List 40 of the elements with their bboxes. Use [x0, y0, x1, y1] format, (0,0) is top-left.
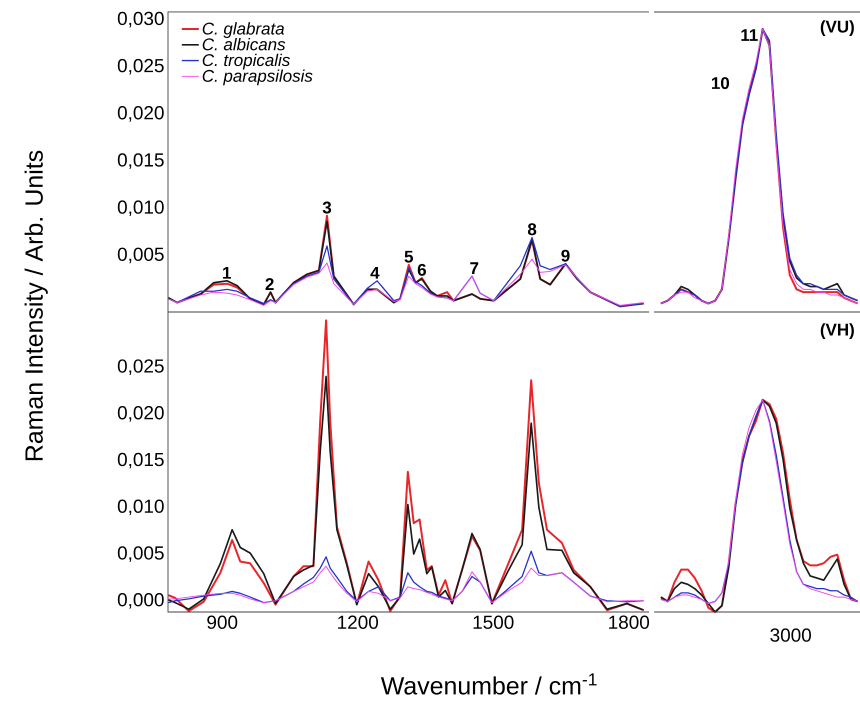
annotation: 6 [418, 264, 426, 276]
y-tick-label: 0,000 [118, 592, 164, 609]
y-tick-label: 0,005 [118, 248, 164, 264]
y-tick-label: 0,020 [118, 106, 164, 122]
y-tick-label: 0,025 [118, 58, 164, 75]
y-tick-label: 0,010 [118, 200, 164, 216]
line-series [168, 236, 644, 307]
annotation: 8 [528, 223, 536, 236]
x-tick-label: 1500 [474, 616, 514, 629]
annotation: 9 [561, 250, 570, 262]
y-tick-label: 0,025 [118, 359, 164, 375]
annotation: 2 [266, 278, 274, 290]
legend-label: C. parapsilosis [202, 69, 312, 86]
annotation: (VU) [820, 20, 854, 36]
annotation: 7 [470, 262, 478, 274]
annotation: 3 [322, 202, 332, 214]
y-tick-label: 0,020 [118, 406, 164, 422]
legend-label: C. tropicalis [202, 54, 290, 70]
y-tick-label: 0,015 [118, 153, 164, 169]
y-tick-label: 0,005 [118, 546, 164, 562]
line-series [168, 550, 644, 604]
x-tick-label: 1200 [338, 616, 378, 629]
y-tick-label: 0,010 [118, 500, 164, 516]
annotation: 11 [741, 29, 758, 41]
text: (VH) [820, 323, 854, 339]
annotation: 4 [370, 267, 380, 279]
y-tick-label: 0,030 [118, 12, 164, 28]
annotation: 10 [712, 77, 730, 90]
annotation: 1 [223, 267, 231, 279]
x-tick-label: 1800 [609, 616, 650, 629]
legend-label: C. glabrata [202, 22, 284, 38]
x-axis-title: Wavenumber / cm$^{-1}$ [380, 673, 597, 695]
line-series [168, 376, 644, 611]
text: 3000 [770, 628, 811, 642]
y-tick-label: 0,015 [118, 452, 164, 468]
annotation: 5 [404, 250, 413, 263]
x-tick-label: 900 [207, 616, 238, 629]
line-series [167, 319, 645, 612]
legend-label: C. albicans [202, 38, 286, 50]
y-axis-title: Raman Intensity / Arb. Units [24, 150, 48, 460]
